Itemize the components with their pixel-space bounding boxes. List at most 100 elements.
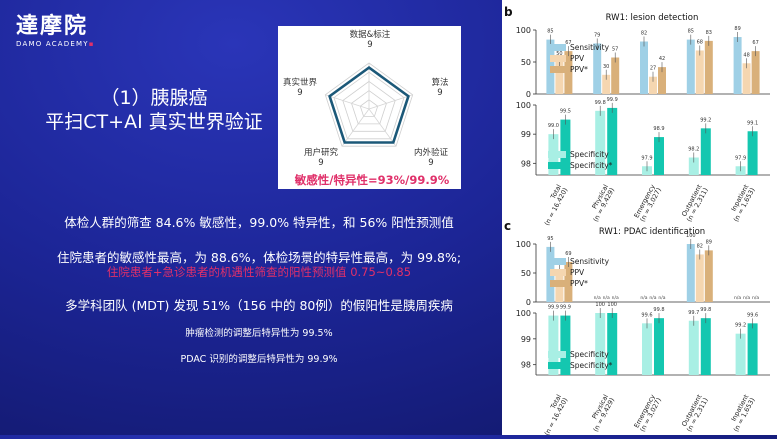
radar-label-name: 数据&标注: [349, 30, 391, 40]
bar-label: 30: [603, 64, 609, 70]
bar-b-bottom-specificity: [595, 110, 606, 175]
panel-letter: b: [504, 5, 513, 19]
radar-axis: [341, 108, 370, 147]
finding-4: 多学科团队 (MDT) 发现 51%（156 中的 80例）的假阳性是胰周疾病: [65, 298, 453, 313]
bar-label: 89: [734, 26, 740, 32]
legend-swatch: [550, 258, 566, 265]
bar-label: n/a: [743, 295, 750, 301]
radar-label-score: 9: [367, 40, 373, 50]
legend-label: PPV*: [570, 279, 588, 288]
finding-1: 体检人群的筛查 84.6% 敏感性，99.0% 特异性，和 56% 阳性预测值: [64, 215, 454, 230]
legend-label: PPV: [570, 54, 585, 63]
bar-b-top-sensitivity: [686, 39, 695, 94]
bar-b-top-ppv: [602, 74, 611, 94]
bar-c-bottom-specificity-star: [747, 323, 758, 375]
legend-label: Specificity*: [570, 361, 613, 370]
bar-b-bottom-specificity-star: [560, 119, 571, 175]
bar-label: 99.0: [548, 123, 559, 129]
bar-b-bottom-specificity: [688, 157, 699, 175]
bar-label: 100: [595, 302, 605, 308]
bar-b-top-sensitivity: [593, 43, 602, 94]
y-tick-label: 99: [521, 130, 531, 139]
bar-label: 95: [547, 236, 553, 242]
y-tick-label: 0: [526, 90, 531, 99]
category-label: Inpatient(n = 1,653): [726, 393, 757, 433]
results-figure: b RW1: lesion detection 0 50 100 85 79 82 85 89 50…: [502, 0, 777, 437]
category-label: Emergency(n = 3,027): [632, 393, 663, 433]
y-tick-label: 100: [516, 309, 531, 318]
category-label: Total(n = 16,420): [537, 183, 570, 227]
panel-letter: c: [504, 219, 511, 233]
radar-label-name: 用户研究: [303, 148, 338, 158]
finding-6: PDAC 识别的调整后特异性为 99.9%: [180, 354, 338, 365]
bar-label: 82: [697, 243, 703, 249]
bar-b-top-ppv: [695, 50, 704, 94]
legend-label: Specificity: [570, 350, 609, 359]
bar-label: 79: [594, 32, 600, 38]
bar-label: 99.9: [548, 305, 559, 311]
category-label: Emergency(n = 3,027): [632, 183, 663, 223]
bar-label: 99.7: [688, 310, 699, 316]
bar-label: 67: [565, 40, 571, 46]
y-tick-label: 0: [526, 298, 531, 307]
radar-chart: [324, 62, 414, 147]
bar-c-bottom-specificity: [735, 333, 746, 375]
bar-label: n/a: [640, 295, 647, 301]
legend-swatch: [550, 280, 566, 287]
y-tick-label: 98: [521, 361, 531, 370]
category-label: Inpatient(n = 1,653): [726, 183, 757, 223]
bar-label: 99.1: [747, 120, 758, 126]
bar-label: 57: [612, 47, 618, 53]
legend-label: Specificity: [570, 150, 609, 159]
radar-label-user-study: 用户研究 9: [292, 148, 350, 168]
category-label: Physical(n = 9,429): [585, 393, 616, 433]
finding-2: 住院患者的敏感性最高，为 88.6%，体检场景的特异性最高，为 99.8%;: [56, 250, 462, 265]
radar-grid-ring: [359, 99, 379, 117]
y-tick-label: 100: [516, 26, 531, 35]
logo-subtitle: DAMO ACADEMY▪: [16, 40, 95, 48]
bar-b-top-ppv-star: [704, 40, 713, 94]
bar-label: 85: [688, 29, 694, 35]
radar-highlight: 敏感性/特异性=93%/99.9%: [294, 173, 450, 187]
y-tick-label: 99: [521, 335, 531, 344]
legend-swatch: [550, 44, 566, 51]
legend-swatch: [548, 351, 566, 358]
bar-c-top-sensitivity: [686, 244, 695, 302]
legend-label: Sensitivity: [570, 43, 610, 52]
bar-b-bottom-specificity-star: [747, 131, 758, 175]
bar-label: 99.9: [560, 305, 571, 311]
bar-c-top-ppv-star: [564, 261, 573, 302]
logo-en: DAMO ACADEMY: [16, 40, 89, 48]
legend-label: Specificity*: [570, 161, 613, 170]
bar-label: 68: [697, 39, 703, 45]
legend-swatch: [550, 66, 566, 73]
bar-label: n/a: [603, 295, 610, 301]
y-tick-label: 98: [521, 159, 531, 168]
bar-label: 50: [556, 51, 562, 57]
bar-c-bottom-specificity: [688, 320, 699, 375]
bar-c-bottom-specificity-star: [607, 313, 618, 375]
radar-chart-card: 数据&标注 9 算法 9 内外验证 9 用户研究 9 真实世界 9: [278, 26, 461, 189]
legend-swatch: [548, 362, 566, 369]
radar-label-algorithm: 算法 9: [422, 78, 458, 98]
radar-label-validation: 内外验证 9: [402, 148, 460, 168]
category-label: Outpatient(n = 2,311): [679, 183, 710, 223]
logo: 達摩院 DAMO ACADEMY▪: [16, 14, 95, 48]
radar-label-data: 数据&标注 9: [338, 30, 402, 50]
legend-label: PPV: [570, 268, 585, 277]
bar-label: 99.6: [641, 312, 652, 318]
bar-label: n/a: [649, 295, 656, 301]
y-tick-label: 50: [521, 269, 531, 278]
radar-label-name: 内外验证: [413, 148, 448, 158]
legend-swatch: [548, 162, 566, 169]
logo-text: 達摩院: [16, 13, 89, 39]
bar-label: 48: [743, 52, 749, 58]
title-line-1: （1）胰腺癌: [100, 87, 208, 109]
radar-label-name: 算法: [431, 78, 449, 88]
radar-grid-ring: [333, 71, 405, 140]
panel-title: RW1: lesion detection: [606, 13, 699, 23]
legend-label: Sensitivity: [570, 257, 610, 266]
bar-label: 99.8: [700, 307, 711, 313]
radar-axis: [368, 108, 397, 147]
legend-label: PPV*: [570, 65, 588, 74]
